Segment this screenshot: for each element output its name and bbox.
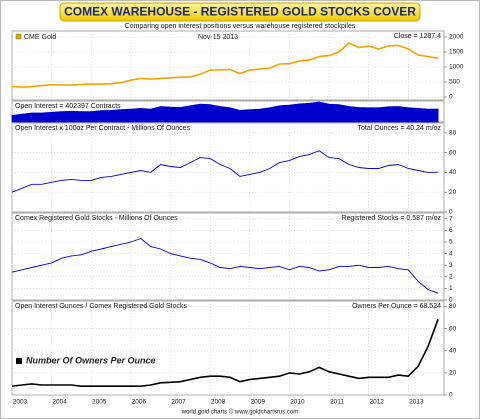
panel-value: Total Ounces = 40.24 m/oz [358,125,442,132]
y-tick-label: 80 [449,303,457,310]
panel [11,30,445,101]
y-tick-label: 500 [449,79,460,86]
y-tick-label: 7 [449,216,453,223]
x-tick-label: 2005 [92,399,107,406]
y-tick-label: 4 [449,250,453,257]
y-tick-label: 0 [449,209,453,216]
y-tick-label: 2000 [449,34,464,41]
legend-swatch [16,358,22,364]
legend-swatch [15,33,22,40]
y-tick-label: 60 [449,325,457,332]
panel-value: Registered Stocks = 0.587 m/oz [342,215,442,222]
y-tick-label: 80 [449,130,457,137]
y-tick-label: 0 [449,94,453,101]
x-tick-label: 2013 [409,399,424,406]
panel-value: Owners Per Ounce = 68.524 [352,303,441,310]
panel [11,300,445,396]
y-tick-label: 60 [449,149,457,156]
area [11,101,439,123]
y-tick-label: 5 [449,239,453,246]
line [11,237,439,294]
y-tick-label: 0 [449,392,453,399]
line [11,42,439,88]
y-tick-label: 3 [449,262,453,269]
line [11,150,439,193]
panel-label: Open Interest x 100oz Per Contract - Mil… [15,125,191,132]
footer: world gold charts © www.goldchartsrus.co… [181,409,298,416]
panel-label: Comex Registered Gold Stocks - Millions … [15,215,178,222]
x-tick-label: 2008 [211,399,226,406]
chart-title: COMEX WAREHOUSE - REGISTERED GOLD STOCKS… [64,5,416,19]
y-tick-label: 40 [449,169,457,176]
x-tick-label: 2003 [13,399,28,406]
y-tick-label: 20 [449,189,457,196]
title-bar [59,2,421,22]
x-tick-label: 2007 [171,399,186,406]
x-tick-label: 2009 [251,399,266,406]
y-tick-label: 1000 [449,64,464,71]
y-tick-label: 1500 [449,49,464,56]
subtitle: Comparing open interest positions versus… [125,23,356,30]
y-tick-label: 20 [449,370,457,377]
legend-label: CME Gold [24,34,56,41]
x-tick-label: 2006 [132,399,147,406]
y-tick-label: 1 [449,285,453,292]
y-tick-label: 40 [449,347,457,354]
panel-value: Close = 1287.4 [394,33,441,40]
x-tick-label: 2010 [290,399,305,406]
y-tick-label: 2 [449,274,453,281]
panel-label: Open Interest Ounces / Comex Registered … [15,303,187,310]
x-tick-label: 2004 [52,399,67,406]
y-tick-label: 6 [449,227,453,234]
panel-label: Open Interest = 402397 Contracts [15,103,121,110]
x-tick-label: 2011 [330,399,344,406]
annotation: Nov-15 2013 [198,34,238,41]
line [11,318,439,387]
legend-label: Number Of Owners Per Ounce [26,355,156,365]
y-tick-label: 0 [449,297,453,304]
panel [11,212,445,301]
x-tick-label: 2012 [369,399,384,406]
